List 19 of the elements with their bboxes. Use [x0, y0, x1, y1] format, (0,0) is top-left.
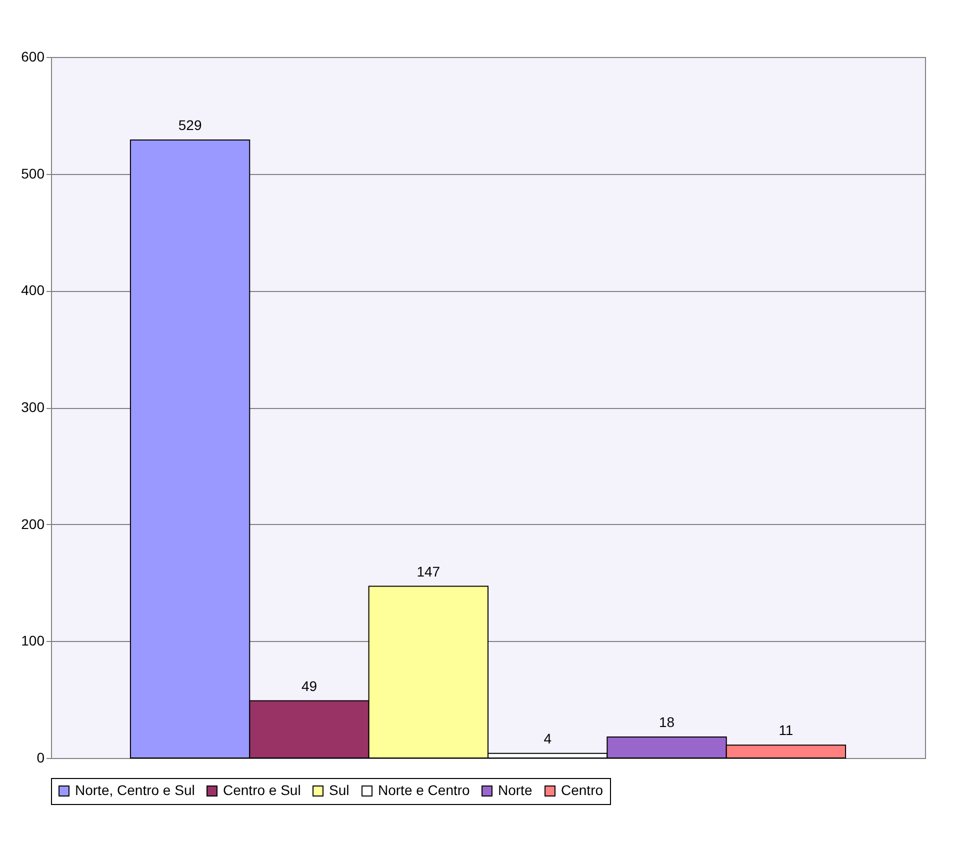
legend-label: Centro e Sul: [223, 782, 301, 798]
data-label: 11: [778, 722, 794, 738]
data-label: 18: [658, 714, 675, 730]
data-label: 49: [301, 678, 318, 694]
y-tick-label: 500: [21, 165, 45, 182]
y-tick-label: 300: [21, 399, 45, 415]
legend-label: Sul: [329, 782, 350, 798]
data-label: 4: [544, 730, 552, 746]
data-label: 529: [178, 116, 202, 133]
legend-label: Centro: [561, 782, 604, 798]
legend-label: Norte, Centro e Sul: [75, 782, 195, 798]
y-tick-label: 600: [21, 48, 45, 64]
legend-label: Norte: [498, 782, 532, 798]
legend-label: Norte e Centro: [378, 782, 470, 798]
y-tick-label: 400: [21, 282, 45, 298]
y-tick-label: 0: [36, 750, 45, 766]
y-tick-label: 100: [21, 632, 45, 649]
y-tick-label: 200: [21, 516, 45, 532]
data-label: 147: [416, 563, 440, 580]
